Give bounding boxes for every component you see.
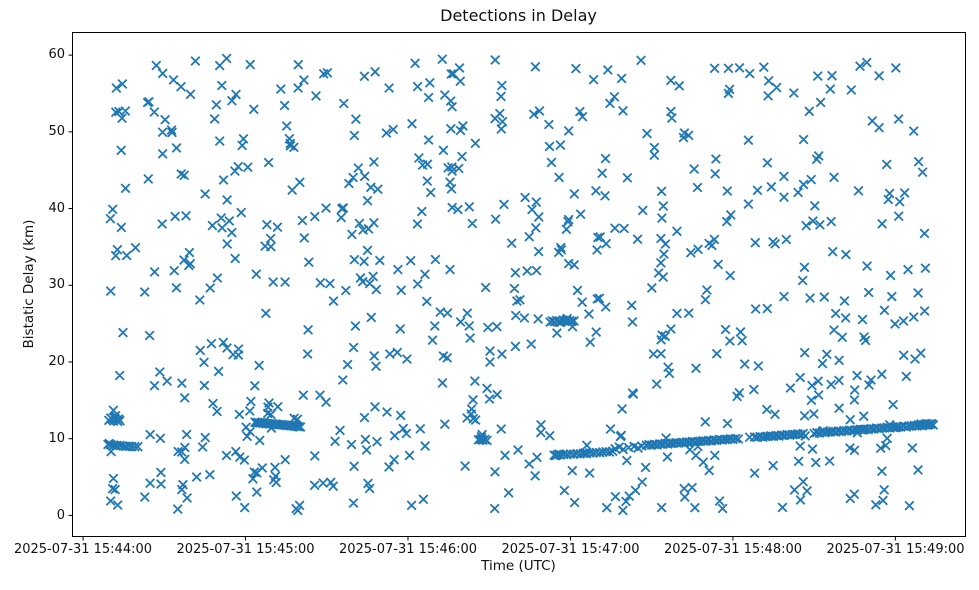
x-tick-label-1549: 2025-07-31 15:49:00 [826, 542, 965, 557]
track-track-1545-12km-descending [241, 402, 306, 437]
track-cluster-1544-12km [103, 405, 125, 427]
y-tick-label-60: 60 [48, 47, 65, 63]
y-tick-label-50: 50 [48, 124, 65, 139]
x-tick-label-1545: 2025-07-31 15:45:00 [176, 542, 315, 557]
x-tick-label-1546: 2025-07-31 15:46:00 [338, 542, 478, 557]
y-tick-label-10: 10 [48, 430, 65, 446]
y-tick-label-20: 20 [48, 354, 65, 370]
y-tick-label-30: 30 [48, 277, 65, 293]
track-track-1547-8km [549, 446, 618, 461]
track-cluster-1546-10km [473, 434, 492, 446]
x-tick-label-1547: 2025-07-31 15:47:00 [501, 542, 640, 557]
track-track-rising-9-to-12km [610, 418, 939, 455]
y-tick-label-40: 40 [48, 200, 65, 216]
chart-title: Detections in Delay [440, 6, 597, 25]
track-cluster-1547-25km [545, 314, 579, 328]
x-axis-label: Time (UTC) [481, 558, 556, 574]
track-streak-1544-9km [103, 439, 143, 452]
plot-frame [72, 32, 966, 537]
y-tick-label-0: 0 [56, 507, 65, 523]
background-points [104, 53, 931, 516]
x-tick-label-1548: 2025-07-31 15:48:00 [663, 542, 803, 557]
x-tick-label-1544: 2025-07-31 15:44:00 [13, 542, 153, 557]
